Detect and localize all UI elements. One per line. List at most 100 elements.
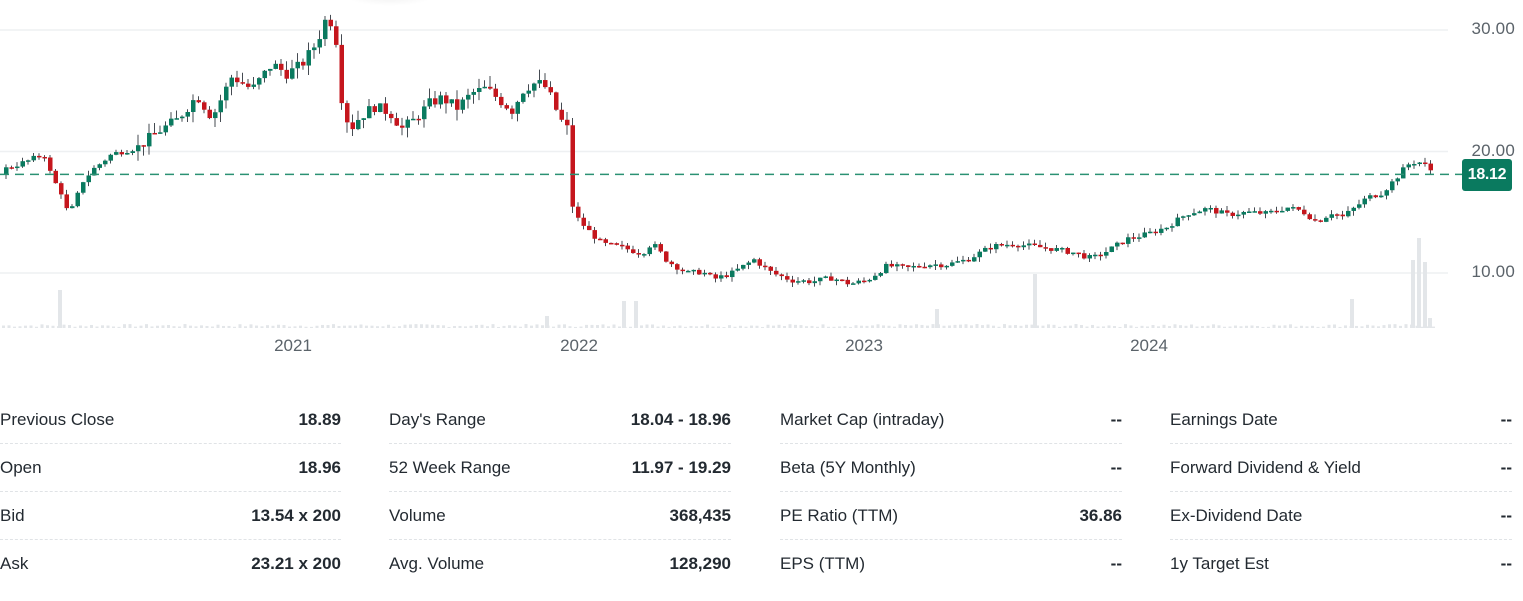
candle-up [532,83,537,91]
volume-bar [640,325,643,328]
candle-down [999,244,1004,246]
volume-bar [1305,326,1309,328]
candle-up [1093,254,1098,257]
candle-up [174,118,179,120]
candle-up [1269,210,1274,213]
candle-down [576,206,581,218]
candle-up [361,118,366,120]
volume-bar [2,325,5,328]
candle-up [312,47,317,51]
stat-label: Day's Range [389,409,486,429]
volume-bar [145,324,148,328]
volume-bar [964,324,968,328]
candle-up [515,101,520,114]
volume-bar [953,324,957,328]
volume-bar [1393,324,1397,328]
candle-down [708,272,713,275]
volume-bar [13,326,16,328]
candle-up [801,280,806,282]
candle-down [1010,244,1015,247]
stat-row-eps: EPS (TTM) -- [780,540,1122,588]
candle-down [570,125,575,207]
candle-up [878,273,883,276]
volume-bar [35,326,38,328]
volume-bar [1173,324,1177,328]
candle-up [130,151,135,153]
volume-bar [79,325,82,328]
candle-down [59,183,64,195]
candle-up [818,277,823,282]
candle-up [26,160,31,162]
candle-up [449,99,454,104]
candle-up [1236,214,1241,217]
candle-down [493,88,498,97]
candle-down [350,122,355,130]
volume-bar [997,326,1001,328]
candle-down [658,244,663,252]
volume-bar [1261,326,1265,328]
candle-down [1258,211,1263,214]
candle-up [702,272,707,275]
volume-bar [277,324,280,328]
volume-bar [62,324,66,328]
candle-down [64,194,69,209]
candle-down [966,259,971,262]
volume-bar [156,325,159,328]
candle-up [719,275,724,279]
candle-up [114,152,119,155]
volume-bar [381,326,385,328]
x-tick-label: 2023 [845,336,883,355]
volume-bar [673,326,676,328]
candle-down [1423,162,1428,165]
volume-bar [1355,325,1358,328]
volume-bar [376,326,379,328]
candle-up [1181,216,1186,218]
volume-bar [755,325,759,328]
volume-bar [1338,326,1342,328]
volume-bar [1091,324,1094,328]
volume-bar [18,326,22,328]
candle-down [1307,214,1312,220]
candle-up [378,103,383,113]
price-chart[interactable]: 30.00 20.00 10.00 2021 2022 2023 2024 18… [0,0,1523,370]
volume-bar [926,325,929,328]
candle-down [1016,245,1021,248]
candle-up [477,88,482,92]
stat-row-open: Open 18.96 [0,444,341,492]
candle-up [1324,217,1329,222]
candle-up [1362,198,1367,205]
stat-row-earnings-date: Earnings Date -- [1170,396,1512,444]
volume-bar [1404,324,1408,328]
candle-up [851,283,856,285]
candle-down [284,69,289,79]
candle-up [537,80,542,84]
candlestick-plot[interactable] [0,0,1523,330]
stat-label: Forward Dividend & Yield [1170,457,1361,477]
stat-value: 23.21 x 200 [251,554,341,573]
candle-up [1186,215,1191,217]
volume-bar [58,290,62,328]
candle-up [653,244,658,248]
volume-bar [1417,238,1421,328]
volume-bar [601,324,605,328]
volume-bar [40,324,44,328]
candle-up [1390,181,1395,191]
volume-bar [464,326,467,328]
volume-bar [1168,326,1171,328]
volume-bar [458,325,462,328]
candle-down [889,263,894,267]
candle-down [444,95,449,104]
volume-bar [1162,324,1166,328]
volume-bar [948,325,951,328]
volume-bar [920,324,924,328]
volume-bar [854,325,858,328]
volume-bar [821,324,825,328]
stat-row-52-week-range: 52 Week Range 11.97 - 19.29 [389,444,731,492]
volume-bar [244,326,247,328]
volume-bar [651,324,654,328]
stat-value: 18.96 [298,457,341,477]
volume-bar [1333,324,1336,328]
candle-up [317,39,322,48]
candle-up [1071,252,1076,255]
candle-down [9,167,14,169]
